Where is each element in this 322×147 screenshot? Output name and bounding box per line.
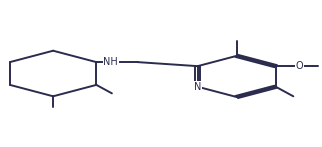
Text: N: N bbox=[194, 82, 201, 92]
Text: O: O bbox=[295, 61, 303, 71]
Text: NH: NH bbox=[103, 57, 118, 67]
